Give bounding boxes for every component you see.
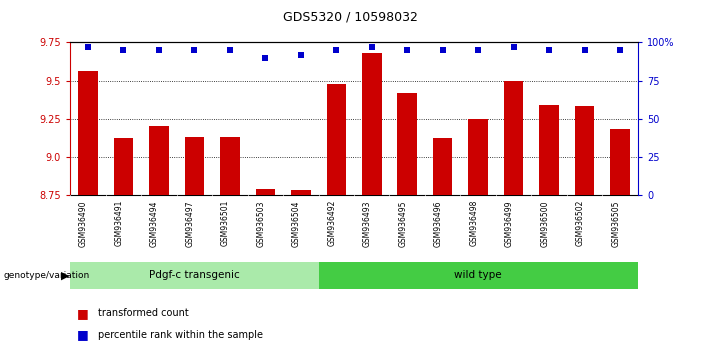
Bar [433, 138, 452, 195]
Text: GSM936505: GSM936505 [611, 200, 620, 247]
Text: GSM936500: GSM936500 [540, 200, 549, 247]
Text: wild type: wild type [454, 270, 502, 280]
Point [118, 47, 129, 53]
Text: GSM936503: GSM936503 [257, 200, 265, 247]
Point [615, 47, 626, 53]
Point [224, 47, 236, 53]
Text: GSM936493: GSM936493 [362, 200, 372, 247]
Point [402, 47, 413, 53]
Bar [149, 126, 168, 195]
Text: ■: ■ [77, 328, 89, 341]
Text: GSM936502: GSM936502 [576, 200, 585, 246]
Bar [318, 262, 638, 289]
Point [259, 55, 271, 61]
Bar [611, 129, 630, 195]
Text: percentile rank within the sample: percentile rank within the sample [98, 330, 263, 339]
Text: GSM936495: GSM936495 [398, 200, 407, 247]
Bar [114, 138, 133, 195]
Bar [397, 93, 417, 195]
Bar [468, 119, 488, 195]
Text: GDS5320 / 10598032: GDS5320 / 10598032 [283, 11, 418, 24]
Point [331, 47, 342, 53]
Bar [220, 137, 240, 195]
Text: ▶: ▶ [61, 270, 69, 280]
Text: Pdgf-c transgenic: Pdgf-c transgenic [149, 270, 240, 280]
Bar [327, 84, 346, 195]
Text: GSM936490: GSM936490 [79, 200, 88, 247]
Point [366, 44, 377, 50]
Bar [256, 189, 275, 195]
Text: ■: ■ [77, 307, 89, 320]
Point [472, 47, 484, 53]
Text: GSM936498: GSM936498 [469, 200, 478, 246]
Point [437, 47, 449, 53]
Text: GSM936496: GSM936496 [434, 200, 443, 247]
Text: GSM936501: GSM936501 [221, 200, 230, 246]
Text: transformed count: transformed count [98, 308, 189, 318]
Point [82, 44, 93, 50]
Text: genotype/variation: genotype/variation [4, 271, 90, 280]
Text: GSM936494: GSM936494 [150, 200, 159, 247]
Point [508, 44, 519, 50]
Text: GSM936499: GSM936499 [505, 200, 514, 247]
Point [579, 47, 590, 53]
Bar [362, 53, 381, 195]
Point [154, 47, 165, 53]
Bar [291, 190, 311, 195]
Bar [575, 107, 594, 195]
Text: GSM936504: GSM936504 [292, 200, 301, 247]
Text: GSM936492: GSM936492 [327, 200, 336, 246]
Bar [184, 137, 204, 195]
Bar [540, 105, 559, 195]
Text: GSM936497: GSM936497 [185, 200, 194, 247]
Point [543, 47, 554, 53]
Point [189, 47, 200, 53]
Point [295, 52, 306, 57]
Text: GSM936491: GSM936491 [114, 200, 123, 246]
Bar [78, 72, 97, 195]
Bar [504, 81, 524, 195]
Bar [70, 262, 318, 289]
